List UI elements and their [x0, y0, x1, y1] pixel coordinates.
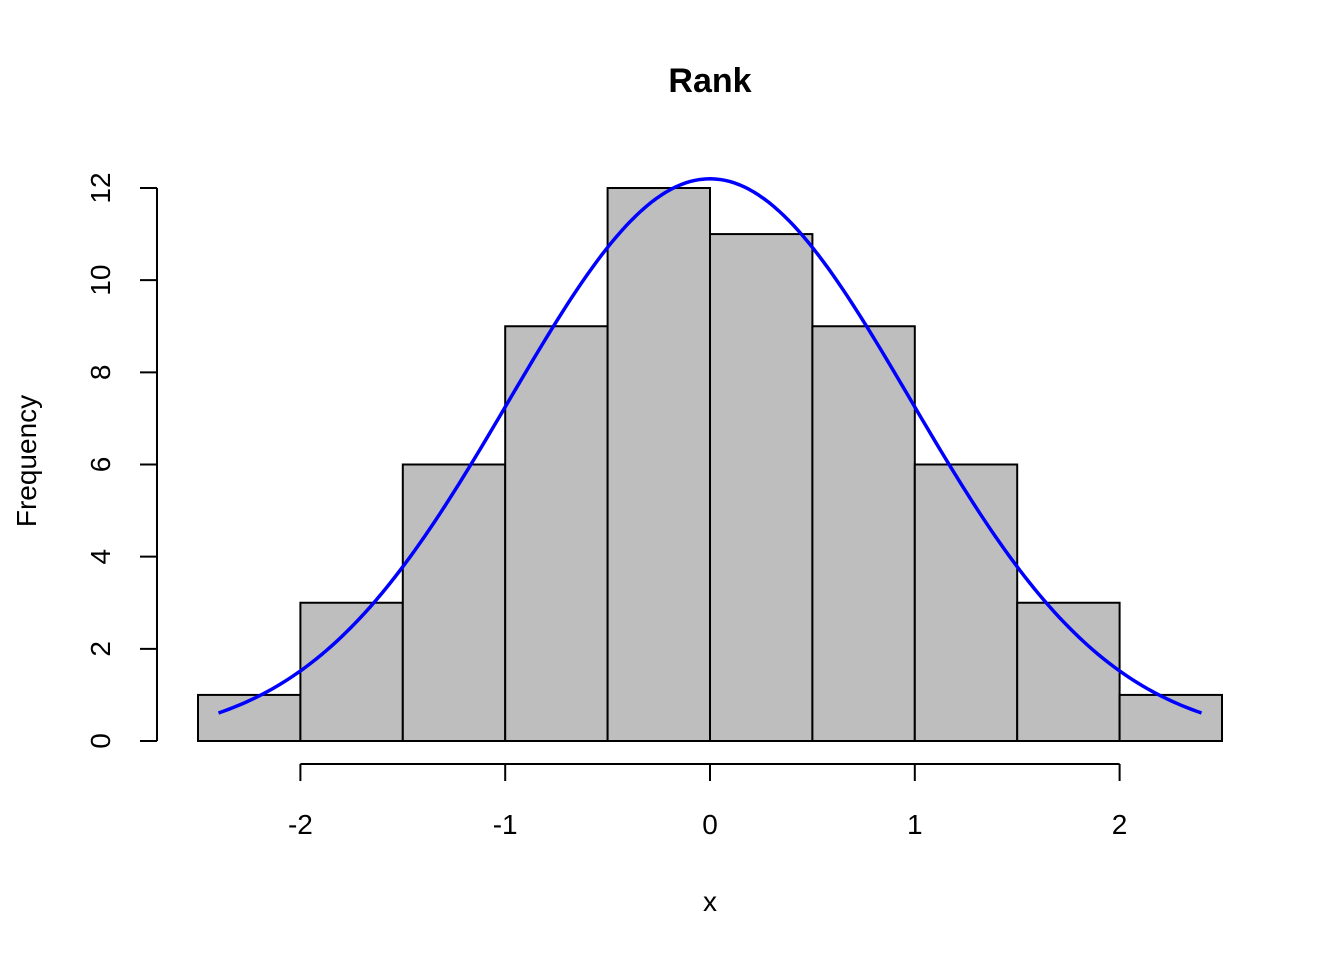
histogram-bar-2 [401, 463, 507, 742]
histogram-bar-3 [504, 325, 609, 742]
chart-title: Rank [668, 62, 751, 100]
x-tick-label--1: -1 [493, 809, 518, 840]
y-tick-label-0: 0 [85, 733, 116, 749]
histogram-bar-4 [606, 187, 711, 742]
y-tick-label-8: 8 [85, 365, 116, 381]
x-axis: -2 -1 0 1 2 [288, 763, 1128, 840]
histogram-bar-7 [913, 463, 1019, 742]
histogram-bar-5 [709, 233, 814, 742]
bars-group [197, 187, 1223, 743]
histogram-bar-1 [299, 601, 404, 742]
x-tick-label-0: 0 [702, 809, 718, 840]
x-tick-label-1: 1 [907, 809, 923, 840]
y-tick-label-10: 10 [85, 265, 116, 296]
histogram-bar-8 [1016, 601, 1121, 742]
y-tick-label-4: 4 [85, 549, 116, 565]
y-axis-label: Frequency [11, 395, 42, 527]
x-axis-label: x [703, 886, 717, 917]
normal-curve [217, 177, 1203, 715]
y-tick-label-6: 6 [85, 457, 116, 473]
histogram-bar-6 [811, 325, 916, 742]
y-axis: 0 2 4 6 8 10 12 [85, 172, 158, 749]
x-tick-label-2: 2 [1112, 809, 1128, 840]
y-tick-label-12: 12 [85, 172, 116, 203]
y-tick-label-2: 2 [85, 641, 116, 657]
x-tick-label--2: -2 [288, 809, 313, 840]
